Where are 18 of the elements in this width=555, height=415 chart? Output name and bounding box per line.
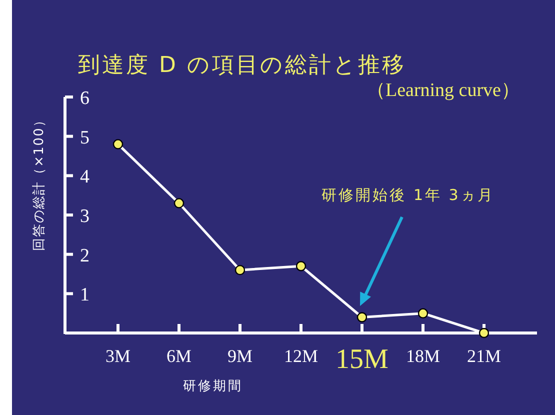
y-tick-label: 3 [80, 206, 90, 227]
y-tick-label: 5 [80, 127, 90, 148]
y-axis-title: 回答の総計（×100） [32, 113, 47, 251]
annotation: 研修開始後 1年 3ヵ月 [322, 186, 494, 204]
x-tick-label: 12M [284, 346, 318, 366]
chart-subtitle: （Learning curve） [366, 80, 520, 101]
y-tick-label: 4 [80, 166, 90, 188]
x-tick-label: 3M [105, 346, 131, 366]
x-tick-label: 9M [227, 346, 253, 366]
x-tick-label: 21M [466, 346, 502, 366]
chart-title: 到達度 D の項目の総計と推移 [78, 53, 406, 78]
x-axis-title: 研修期間 [183, 379, 243, 394]
x-tick-label: 6M [166, 346, 192, 366]
y-tick-label: 1 [80, 284, 90, 306]
x-tick-label: 18M [406, 346, 440, 366]
x-tick-label: 15M [336, 344, 389, 375]
y-tick-label: 6 [80, 88, 90, 109]
y-tick-label: 2 [80, 245, 90, 266]
